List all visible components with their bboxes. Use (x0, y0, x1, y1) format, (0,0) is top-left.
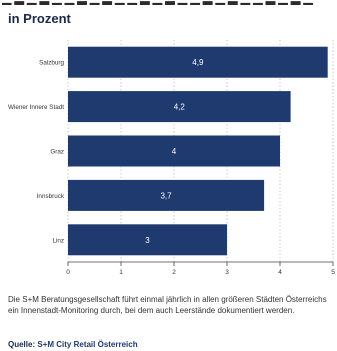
data-label: 4,2 (174, 103, 186, 112)
chart-subtitle: in Prozent (8, 11, 71, 26)
category-label: Linz (52, 237, 64, 244)
x-tick-label: 2 (172, 269, 176, 276)
category-label: Innsbruck (37, 193, 65, 200)
data-label: 4,9 (192, 58, 204, 67)
x-tick-label: 3 (225, 269, 229, 276)
source-prefix: Quelle: (8, 340, 36, 349)
source-name: S+M City Retail Österreich (37, 340, 138, 349)
bar (68, 224, 227, 256)
category-label: Salzburg (39, 60, 64, 67)
x-tick-label: 4 (278, 269, 282, 276)
category-label: Wiener Innere Stadt (8, 104, 64, 111)
chart-source: Quelle: S+M City Retail Österreich (8, 340, 138, 349)
x-tick-label: 0 (66, 269, 70, 276)
bar-chart: Salzburg 4,9 Wiener Innere Stadt 4,2 Graz 4 In… (8, 40, 335, 276)
x-tick-label: 1 (119, 269, 123, 276)
bar (68, 46, 328, 78)
category-label: Graz (50, 149, 64, 156)
bar (68, 135, 280, 167)
chart-note: Die S+M Beratungsgesellschaft führt einm… (8, 295, 327, 315)
x-tick-label: 5 (331, 269, 335, 276)
bar (68, 179, 265, 211)
data-label: 3,7 (160, 191, 172, 200)
bar (68, 91, 291, 123)
data-label: 4 (172, 147, 177, 156)
data-label: 3 (145, 236, 150, 245)
cutoff-title-fragment: ▁ ▂ ▁ ▂ ▁ ▁ ▂ ▁ ▂ ▁ ▁ ▂ ▁ ▂ ▁ ▁ ▂ ▁ ▂ ▁ … (2, 0, 337, 5)
